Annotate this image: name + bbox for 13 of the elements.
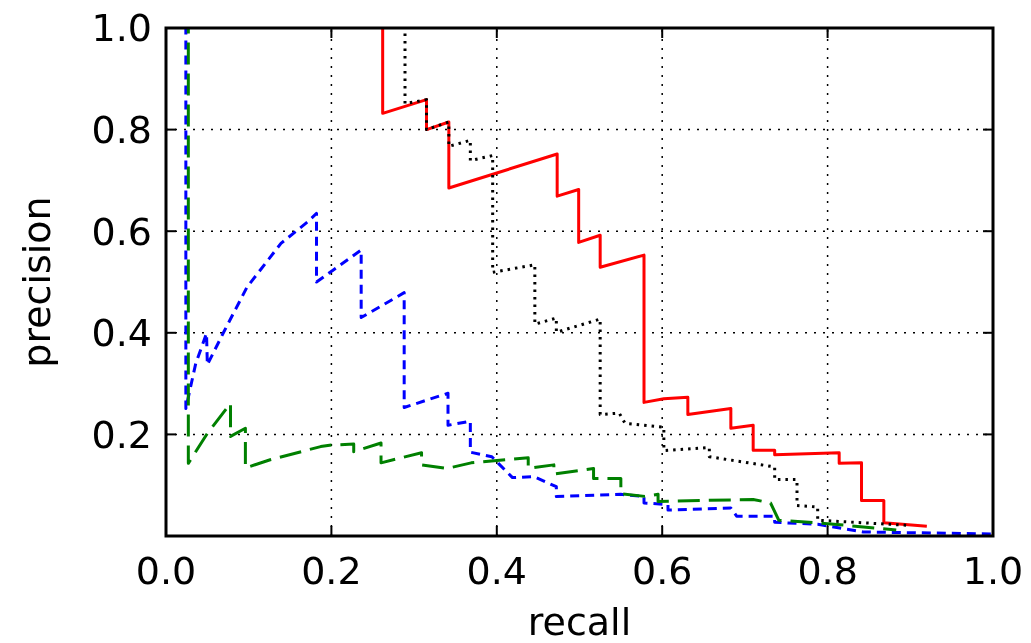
- x-axis-title: recall: [527, 600, 632, 643]
- x-tick-label: 0.8: [797, 549, 858, 593]
- x-tick-label: 0.0: [135, 549, 197, 593]
- y-tick-label: 0.2: [91, 412, 152, 457]
- y-tick-label: 1.0: [91, 6, 152, 51]
- y-tick-label: 0.4: [91, 311, 152, 356]
- x-tick-label: 1.0: [962, 549, 1024, 593]
- y-tick-label: 0.6: [91, 209, 152, 254]
- x-tick-label: 0.2: [301, 549, 362, 593]
- y-axis-title: precision: [15, 196, 59, 368]
- y-tick-label: 0.8: [91, 107, 152, 152]
- x-tick-label: 0.6: [631, 549, 693, 593]
- x-tick-label: 0.4: [466, 549, 528, 593]
